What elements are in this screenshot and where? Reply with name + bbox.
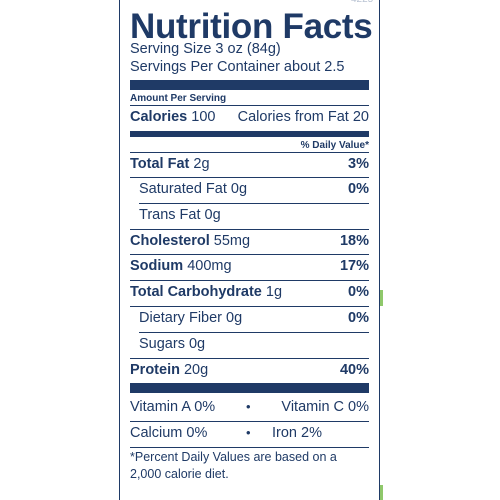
calories-label: Calories (130, 109, 188, 125)
nutrient-amount: 0g (226, 310, 243, 326)
footnote: *Percent Daily Values are based on a 2,0… (130, 450, 337, 481)
nutrient-row-total-fat: Total Fat 2g 3% (130, 153, 369, 178)
nutrient-label: Sugars (139, 336, 185, 352)
nutrient-row-saturated-fat: Saturated Fat 0g 0% (130, 178, 369, 203)
nutrient-amount: 0g (188, 336, 206, 352)
servings-per-container: Servings Per Container about 2.5 (130, 59, 345, 75)
bullet: • (246, 425, 251, 440)
nutrient-row-sodium: Sodium 400mg 17% (130, 255, 369, 280)
divider (130, 254, 369, 255)
divider (130, 152, 369, 153)
nutrient-label: Saturated Fat (139, 181, 227, 197)
amount-per-serving: Amount Per Serving (130, 93, 227, 104)
label-title: Nutrition Facts (130, 7, 373, 46)
mineral-row: Calcium 0% • Iron 2% (130, 422, 369, 447)
divider (130, 105, 369, 106)
thick-divider (130, 80, 369, 90)
divider (130, 280, 369, 281)
divider (130, 358, 369, 359)
nutrient-dv: 0% (348, 310, 369, 326)
nutrient-dv: 17% (339, 258, 369, 274)
nutrient-row-dietary-fiber: Dietary Fiber 0g 0% (130, 307, 369, 332)
calories-from-fat: Calories from Fat 20 (237, 109, 369, 125)
nutrient-label: Total Fat (130, 156, 190, 172)
edge-mark (380, 290, 383, 306)
divider (130, 447, 369, 448)
divider (139, 332, 369, 333)
nutrient-dv: 0% (348, 181, 369, 197)
nutrient-amount: 2g (193, 156, 210, 172)
nutrient-amount: 400mg (187, 258, 232, 274)
nutrient-dv: 0% (348, 284, 369, 300)
divider (130, 421, 369, 422)
nutrient-row-protein: Protein 20g 40% (130, 359, 369, 384)
daily-value-header: % Daily Value* (300, 140, 369, 151)
nutrient-amount: 1g (265, 284, 283, 300)
nutrient-label: Trans Fat (139, 207, 201, 223)
nutrient-dv: 3% (348, 156, 369, 172)
nutrition-facts-label: Nutrition Facts Serving Size 3 oz (84g) … (119, 0, 380, 500)
nutrient-label: Cholesterol (130, 233, 210, 249)
divider (130, 229, 369, 230)
nutrient-label: Total Carbohydrate (130, 284, 262, 300)
divider (130, 306, 369, 307)
medium-divider (130, 131, 369, 137)
calories-row: Calories 100 Calories from Fat 20 (130, 106, 369, 131)
edge-mark (380, 485, 383, 500)
divider (130, 177, 369, 178)
nutrient-label: Dietary Fiber (139, 310, 222, 326)
vitamin-a: Vitamin A 0% (130, 399, 216, 415)
calcium: Calcium 0% (130, 425, 208, 441)
nutrient-amount: 20g (183, 362, 209, 378)
nutrient-amount: 0g (230, 181, 248, 197)
nutrient-label: Protein (130, 362, 180, 378)
nutrient-row-total-carbohydrate: Total Carbohydrate 1g 0% (130, 281, 369, 306)
nutrient-dv: 18% (339, 233, 369, 249)
vitamin-row: Vitamin A 0% • Vitamin C 0% (130, 396, 369, 421)
thick-divider (130, 383, 369, 393)
calories-value: 100 (191, 109, 216, 125)
nutrient-amount: 0g (204, 207, 221, 223)
iron: Iron 2% (272, 425, 322, 441)
serving-size: Serving Size 3 oz (84g) (130, 41, 281, 57)
bullet: • (246, 399, 251, 414)
nutrient-dv: 40% (339, 362, 369, 378)
nutrient-amount: 55mg (213, 233, 251, 249)
nutrient-row-sugars: Sugars 0g (130, 333, 369, 358)
product-code: 4225 (351, 0, 373, 5)
nutrient-label: Sodium (130, 258, 184, 274)
nutrient-row-trans-fat: Trans Fat 0g (130, 204, 369, 229)
nutrient-row-cholesterol: Cholesterol 55mg 18% (130, 230, 369, 255)
vitamin-c: Vitamin C 0% (281, 399, 369, 415)
divider (139, 203, 369, 204)
